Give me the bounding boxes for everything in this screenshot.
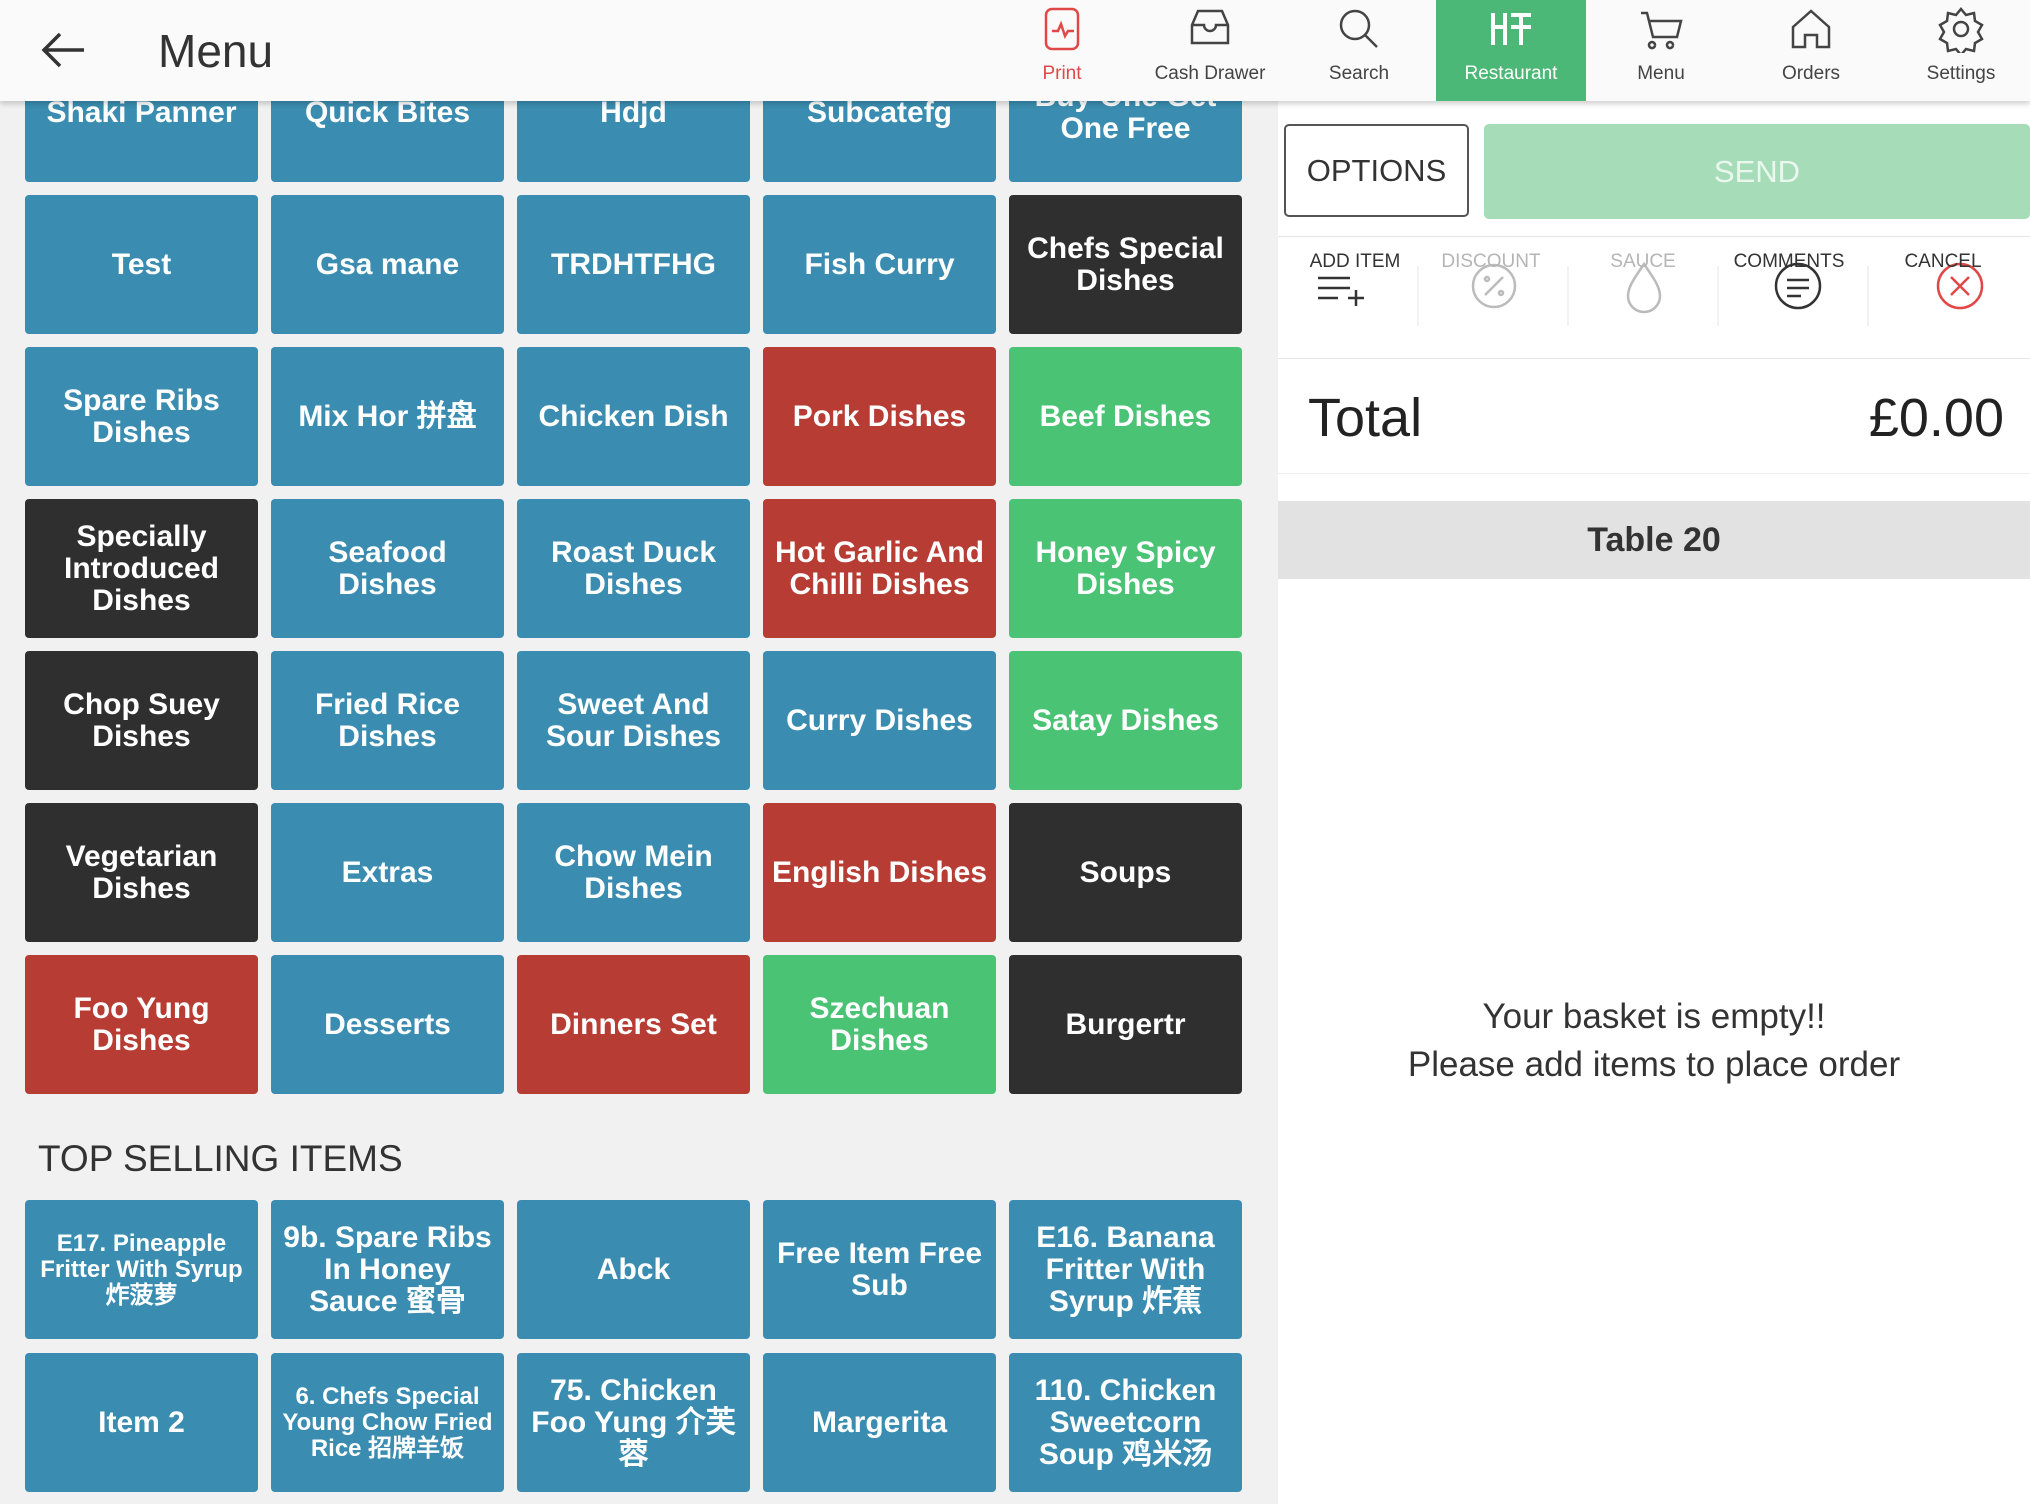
item-tile[interactable]: 75. Chicken Foo Yung 介芙蓉 xyxy=(517,1353,750,1492)
category-tile[interactable]: Desserts xyxy=(271,955,504,1094)
category-tile[interactable]: Chop Suey Dishes xyxy=(25,651,258,790)
nav-icon xyxy=(1791,9,1831,49)
action-label[interactable]: CANCEL xyxy=(1904,251,1982,272)
empty-line: Please add items to place order xyxy=(1407,1045,1901,1084)
nav-item[interactable]: Search xyxy=(1284,0,1434,101)
nav-item[interactable]: Menu xyxy=(1586,0,1736,101)
back-arrow[interactable] xyxy=(40,30,86,70)
action-icons xyxy=(1318,261,1984,326)
table-bar: Table 20 xyxy=(1278,501,2030,579)
category-tile[interactable]: Szechuan Dishes xyxy=(763,955,996,1094)
category-tile[interactable]: Chicken Dish xyxy=(517,347,750,486)
nav-icon xyxy=(1938,7,1984,53)
nav-label: Menu xyxy=(1637,63,1685,84)
nav-icon xyxy=(1339,9,1378,48)
header-title: Menu xyxy=(158,25,274,77)
category-tile[interactable]: Seafood Dishes xyxy=(271,499,504,638)
item-tile[interactable]: E17. Pineapple Fritter With Syrup 炸菠萝 xyxy=(25,1200,258,1339)
category-tile[interactable]: Chow Mein Dishes xyxy=(517,803,750,942)
action-label[interactable]: DISCOUNT xyxy=(1441,251,1541,272)
nav-label: Settings xyxy=(1926,63,1996,84)
category-tile[interactable]: English Dishes xyxy=(763,803,996,942)
category-tile[interactable]: Satay Dishes xyxy=(1009,651,1242,790)
divider xyxy=(1278,236,2030,237)
category-tile[interactable]: Roast Duck Dishes xyxy=(517,499,750,638)
category-tile[interactable]: Pork Dishes xyxy=(763,347,996,486)
category-tile[interactable]: Beef Dishes xyxy=(1009,347,1242,486)
category-tile[interactable]: Honey Spicy Dishes xyxy=(1009,499,1242,638)
action-label[interactable]: COMMENTS xyxy=(1733,251,1845,272)
order-panel: OPTIONS SEND ADD ITEM DISCOUNT SAUCE COMMEN… xyxy=(1278,101,2030,1504)
item-tile[interactable]: 9b. Spare Ribs In Honey Sauce 蜜骨 xyxy=(271,1200,504,1339)
action-label[interactable]: ADD ITEM xyxy=(1309,251,1401,272)
category-tile[interactable]: Soups xyxy=(1009,803,1242,942)
nav-item[interactable]: Cash Drawer xyxy=(1135,0,1285,101)
nav-label: Orders xyxy=(1781,63,1841,84)
category-tile[interactable]: Extras xyxy=(271,803,504,942)
divider xyxy=(1278,473,2030,474)
category-tile[interactable]: Spare Ribs Dishes xyxy=(25,347,258,486)
category-tile[interactable]: Sweet And Sour Dishes xyxy=(517,651,750,790)
category-tile[interactable]: Fish Curry xyxy=(763,195,996,334)
item-tile[interactable]: 6. Chefs Special Young Chow Fried Rice 招… xyxy=(271,1353,504,1492)
category-tile[interactable]: Curry Dishes xyxy=(763,651,996,790)
category-tile[interactable]: Mix Hor 拼盘 xyxy=(271,347,504,486)
category-tile[interactable]: Foo Yung Dishes xyxy=(25,955,258,1094)
nav-icon xyxy=(1491,13,1531,45)
nav-label: Cash Drawer xyxy=(1154,63,1266,84)
total-value: £0.00 xyxy=(1868,388,2004,448)
item-tile[interactable]: Margerita xyxy=(763,1353,996,1492)
empty-line: Your basket is empty!! xyxy=(1482,997,1826,1036)
nav-item[interactable]: Print xyxy=(987,0,1137,101)
category-tile[interactable]: Specially Introduced Dishes xyxy=(25,499,258,638)
item-tile[interactable]: 110. Chicken Sweetcorn Soup 鸡米汤 xyxy=(1009,1353,1242,1492)
nav-item[interactable]: Settings xyxy=(1886,0,2030,101)
options-button[interactable]: OPTIONS xyxy=(1284,124,1469,217)
top-selling-title: TOP SELLING ITEMS xyxy=(38,1138,403,1179)
nav-icon xyxy=(1190,9,1230,45)
nav-label: Restaurant xyxy=(1464,63,1558,84)
category-tile[interactable]: Gsa mane xyxy=(271,195,504,334)
nav-icon xyxy=(1641,11,1683,50)
category-tile[interactable]: Burgertr xyxy=(1009,955,1242,1094)
item-tile[interactable]: E16. Banana Fritter With Syrup 炸蕉 xyxy=(1009,1200,1242,1339)
action-label[interactable]: SAUCE xyxy=(1610,251,1676,272)
item-tile[interactable]: Abck xyxy=(517,1200,750,1339)
category-tile[interactable]: Fried Rice Dishes xyxy=(271,651,504,790)
category-tile[interactable]: TRDHTFHG xyxy=(517,195,750,334)
nav-icon xyxy=(1044,7,1080,51)
category-tile[interactable]: Vegetarian Dishes xyxy=(25,803,258,942)
item-tile[interactable]: Item 2 xyxy=(25,1353,258,1492)
category-tile[interactable]: Dinners Set xyxy=(517,955,750,1094)
total-label: Total xyxy=(1308,388,1423,448)
nav-label: Search xyxy=(1328,63,1390,84)
category-tile[interactable]: Hot Garlic And Chilli Dishes xyxy=(763,499,996,638)
nav-item[interactable]: Orders xyxy=(1736,0,1886,101)
header: Menu Print Cash Drawer Search Restaurant Men… xyxy=(0,0,2030,101)
nav-label: Print xyxy=(1042,63,1082,84)
item-tile[interactable]: Free Item Free Sub xyxy=(763,1200,996,1339)
divider xyxy=(1278,358,2030,359)
category-tile[interactable]: Test xyxy=(25,195,258,334)
category-tile[interactable]: Chefs Special Dishes xyxy=(1009,195,1242,334)
send-button[interactable]: SEND xyxy=(1484,124,2030,219)
nav-item[interactable]: Restaurant xyxy=(1436,0,1586,101)
